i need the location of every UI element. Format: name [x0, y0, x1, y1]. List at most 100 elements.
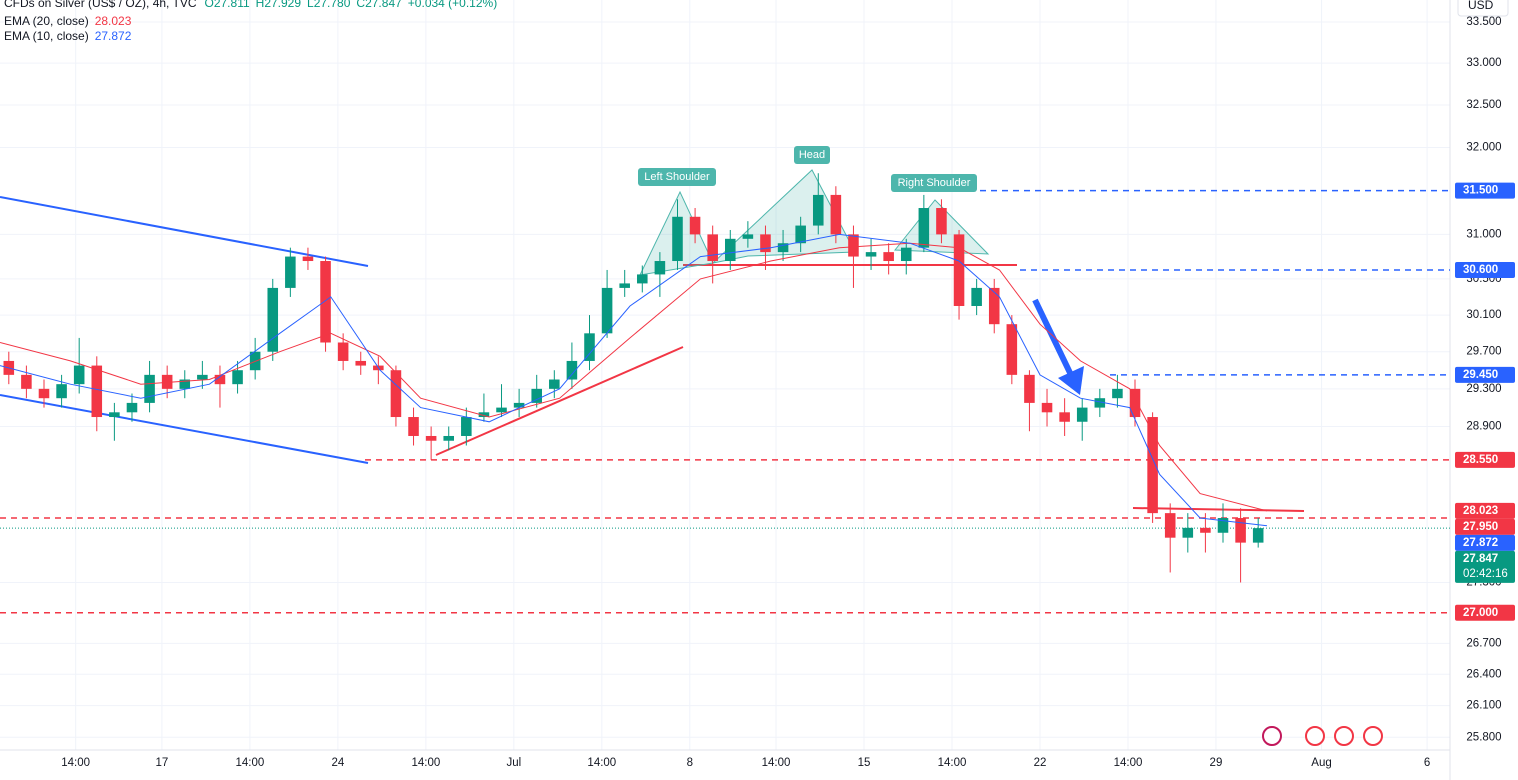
candle-body: [232, 370, 243, 385]
candle-body: [21, 374, 32, 389]
x-tick-label: 14:00: [411, 757, 440, 769]
indicator-name: EMA (20, close): [4, 14, 89, 28]
x-tick-label: 14:00: [1114, 757, 1143, 769]
event-icons: [1262, 726, 1383, 746]
ema-line: [0, 233, 1268, 527]
price-box: [1455, 534, 1515, 551]
drawings: Left Shoulder Head Right Shoulder: [0, 146, 1305, 512]
candle-body: [443, 435, 455, 441]
annotation-box: [638, 168, 716, 186]
candle-body: [689, 216, 701, 235]
y-tick-label: 29.300: [1466, 383, 1501, 395]
candle-body: [408, 417, 419, 436]
y-tick-label: 26.100: [1466, 700, 1501, 712]
x-tick-label: 14:00: [587, 757, 616, 769]
y-tick-label: 31.000: [1466, 228, 1501, 240]
annotation: Left Shoulder: [644, 171, 710, 183]
x-tick-label: Jul: [506, 757, 521, 769]
x-tick-label: 15: [858, 757, 871, 769]
price-box: [1455, 502, 1515, 519]
candle-body: [144, 374, 155, 403]
price-box: [1455, 604, 1515, 621]
price-box: [1455, 182, 1515, 199]
x-tick-label: 14:00: [61, 757, 90, 769]
candle-body: [795, 225, 806, 244]
y-tick-label: 32.500: [1466, 99, 1501, 111]
candle-body: [302, 256, 314, 262]
candle-body: [109, 412, 120, 418]
candle-body: [56, 384, 67, 399]
candle-body: [161, 374, 173, 389]
candle-body: [1024, 374, 1035, 403]
candle-body: [760, 234, 771, 253]
candle-body: [1041, 402, 1053, 413]
price-box-label: 27.847: [1463, 553, 1498, 565]
x-tick-label: 17: [155, 757, 168, 769]
event-icon: [1305, 726, 1325, 746]
candle-body: [513, 402, 525, 408]
candle-body: [936, 208, 947, 235]
ohlc-label: L27.780: [307, 0, 351, 10]
arrow-head: [1058, 366, 1084, 395]
candle-body: [425, 435, 437, 441]
candle-body: [725, 238, 736, 262]
candle-body: [91, 365, 103, 418]
candle-body: [355, 360, 367, 366]
candle-body: [390, 370, 402, 418]
candle-body: [1112, 388, 1123, 399]
candle-body: [1006, 324, 1018, 375]
x-tick-label: 14:00: [762, 757, 791, 769]
price-box-label: 28.023: [1463, 505, 1498, 517]
x-tick-label: 6: [1424, 757, 1430, 769]
candle-body: [461, 417, 472, 436]
candle-body: [179, 379, 191, 389]
y-tick-label: 26.700: [1466, 637, 1501, 649]
candle-body: [707, 234, 718, 262]
y-tick-label: 26.400: [1466, 668, 1501, 680]
y-tick-label: 30.100: [1466, 309, 1501, 321]
price-box-label: 30.600: [1463, 264, 1498, 276]
ohlc-label: C27.847: [356, 0, 402, 10]
candle-body: [1164, 513, 1176, 538]
candle-body: [1147, 417, 1158, 514]
candle-body: [478, 412, 490, 418]
currency: USD: [1468, 0, 1494, 12]
candle-body: [848, 234, 859, 257]
trend-line: [435, 346, 684, 456]
indicator-value: 28.023: [95, 14, 132, 28]
candle-body: [197, 374, 208, 380]
candle-body: [126, 402, 138, 413]
price-box: [1455, 366, 1515, 383]
candle-body: [812, 194, 824, 226]
y-tick-label: 32.000: [1466, 141, 1501, 153]
candle-body: [654, 261, 666, 275]
candle-body: [1252, 528, 1264, 543]
price-box: [1455, 261, 1515, 278]
candle-body: [566, 360, 578, 380]
candle-body: [285, 256, 296, 288]
candle-body: [1235, 518, 1246, 543]
price-box: [1455, 451, 1515, 468]
ohlc-label: +0.034 (+0.12%): [408, 0, 497, 10]
candle-body: [531, 388, 542, 403]
candle-body: [601, 287, 613, 334]
candle-body: [742, 234, 754, 239]
ohlc-label: H27.929: [256, 0, 302, 10]
y-tick-label: 28.900: [1466, 421, 1501, 433]
price-box-label: 27.950: [1463, 521, 1498, 533]
annotation: Head: [799, 149, 825, 161]
candle-body: [830, 194, 842, 235]
candle-body: [267, 287, 279, 352]
event-icon: [1363, 726, 1383, 746]
annotation-box: [891, 174, 977, 192]
channel-line: [0, 196, 369, 267]
candle-body: [619, 283, 630, 288]
candle-body: [38, 388, 50, 399]
indicator-name: EMA (10, close): [4, 29, 89, 43]
candle-body: [865, 252, 877, 257]
candle-body: [549, 379, 560, 389]
title: CFDs on Silver (US$ / OZ), 4h, TVC: [4, 0, 197, 10]
candle-body: [883, 252, 894, 262]
price-box: [1455, 518, 1515, 535]
candle-body: [320, 261, 331, 343]
